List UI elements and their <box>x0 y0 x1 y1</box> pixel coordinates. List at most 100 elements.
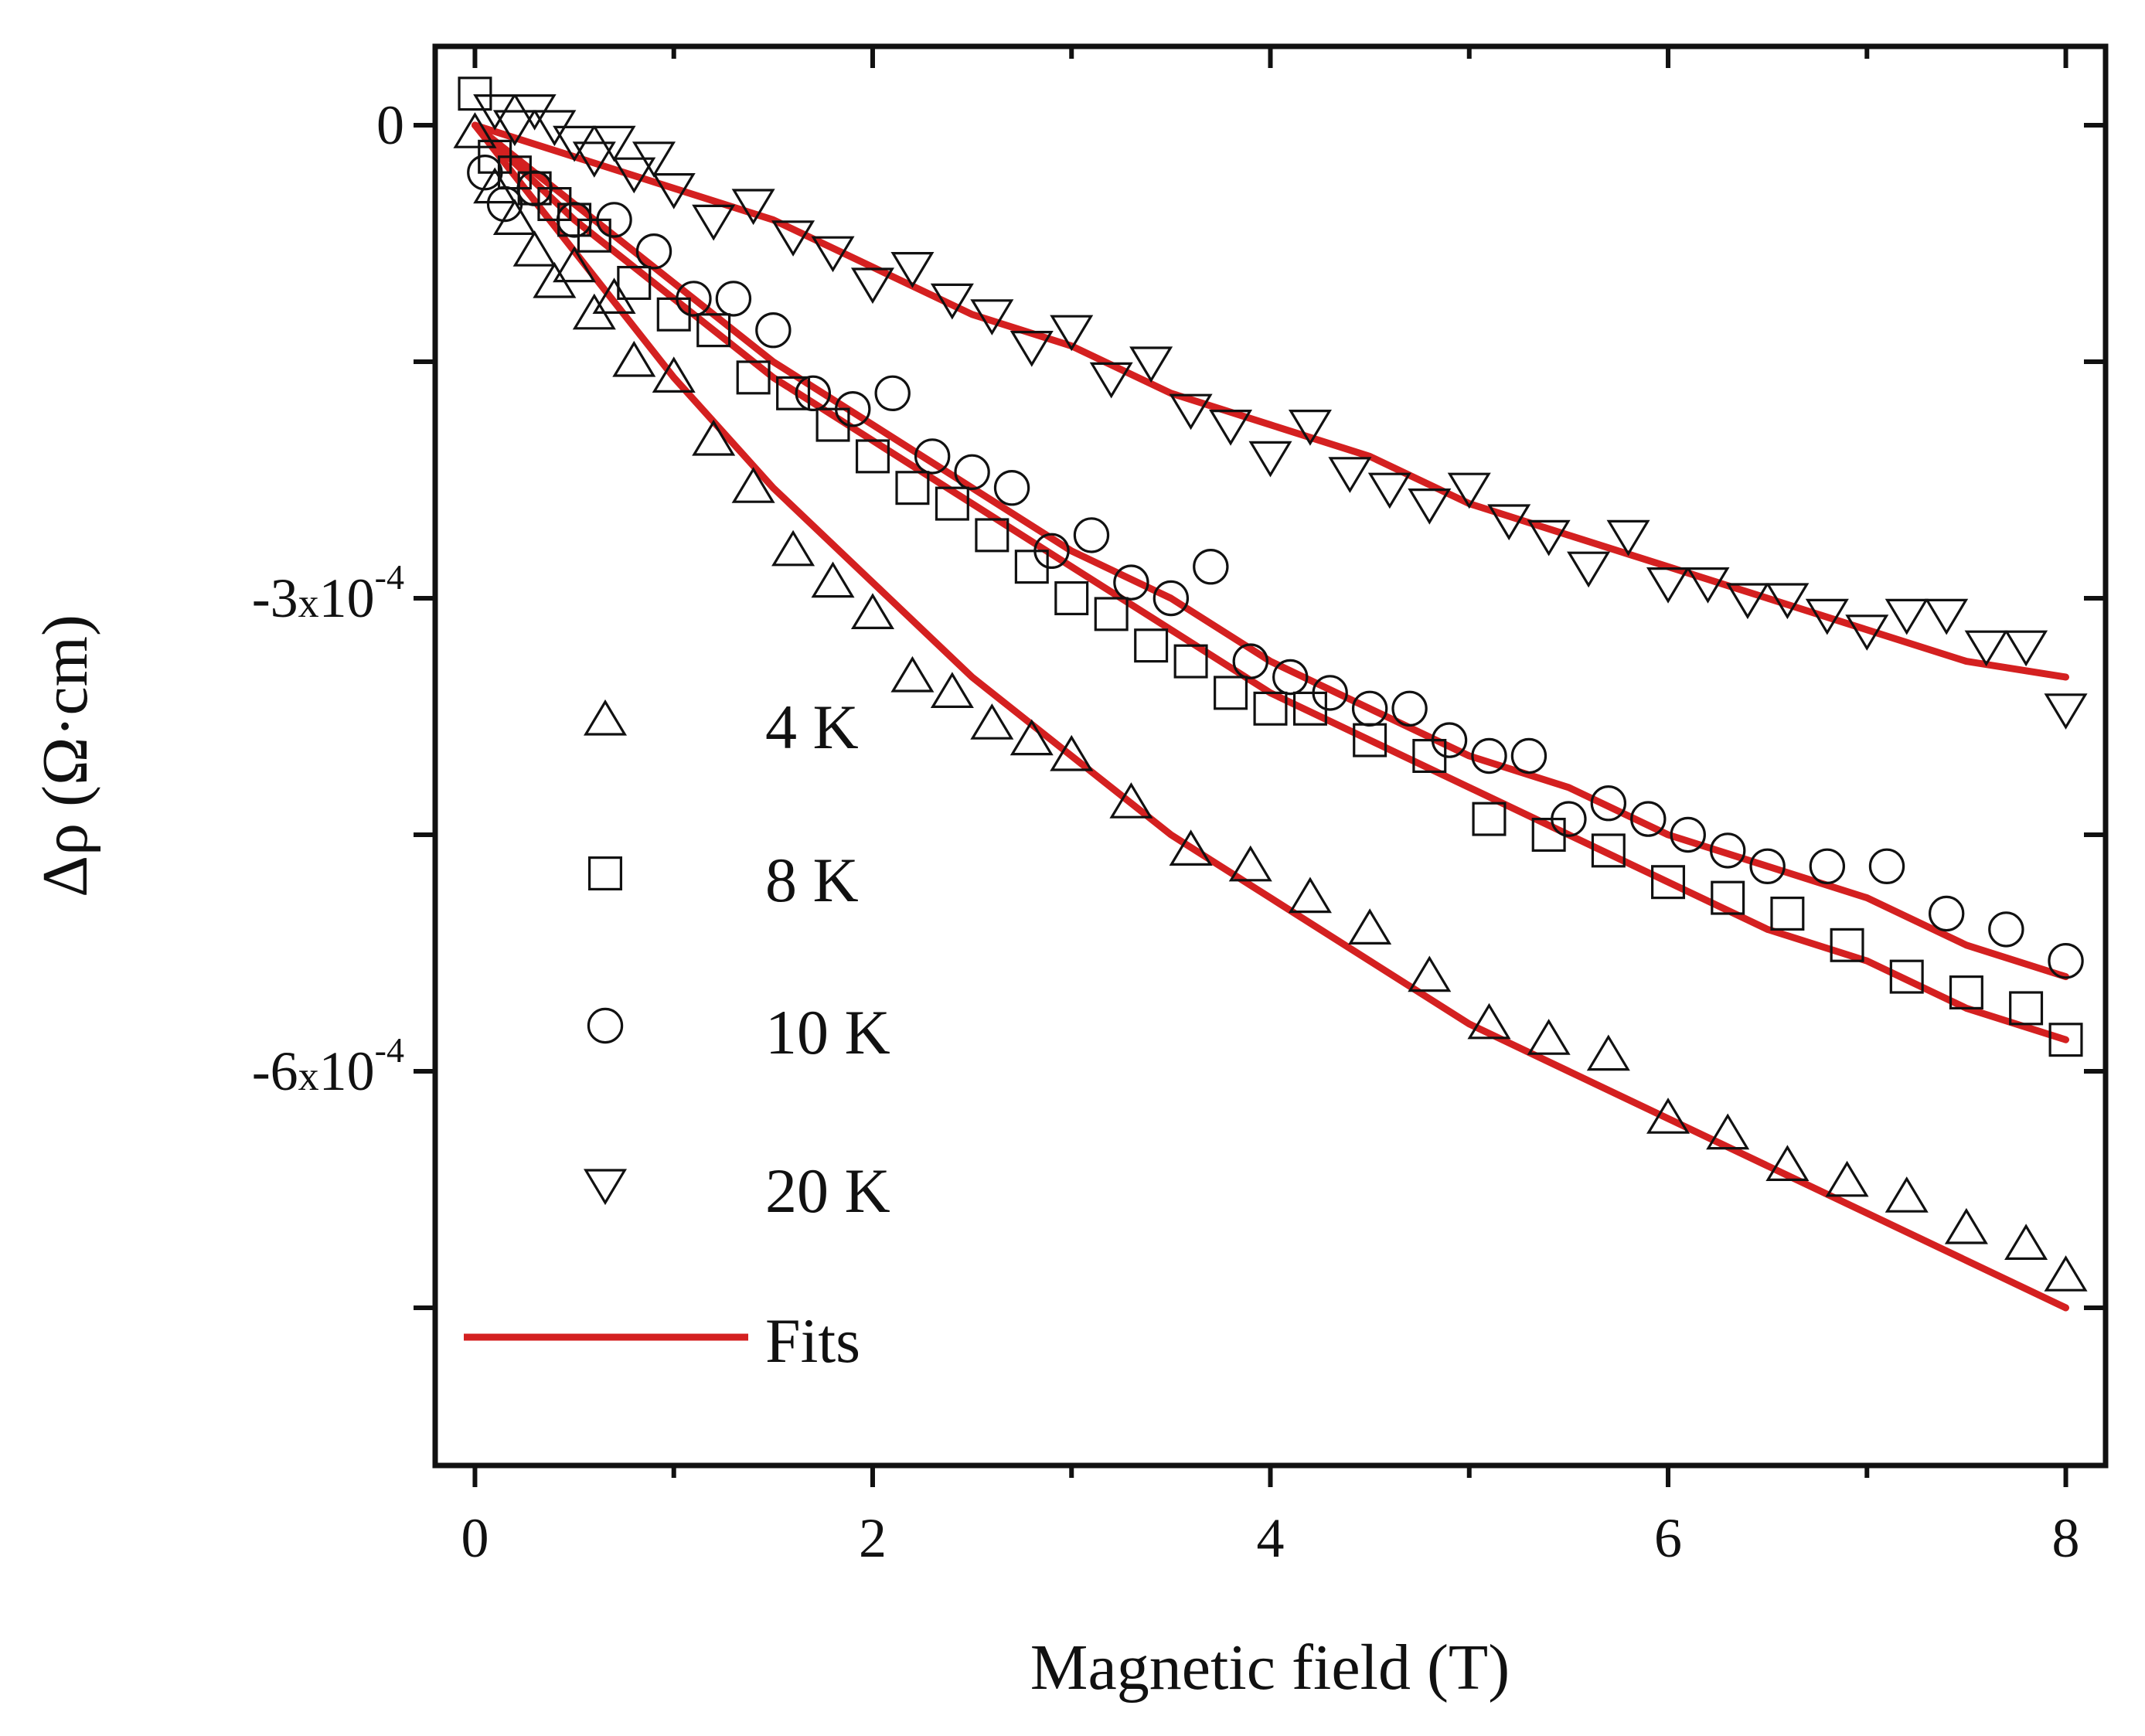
data-point-20-k <box>1686 567 1730 604</box>
data-point-10-k <box>1510 737 1547 774</box>
data-point-20-k <box>1089 362 1133 399</box>
legend-label-10-k: 10 K <box>765 997 890 1067</box>
data-point-10-k <box>2048 942 2084 979</box>
data-point-4-k <box>1169 829 1213 866</box>
x-tick-label: 4 <box>1257 1507 1285 1569</box>
y-axis-title: Δρ (Ω·cm) <box>29 614 101 897</box>
data-point-8-k <box>1134 628 1169 663</box>
data-point-10-k <box>1590 785 1627 822</box>
data-point-20-k <box>1567 551 1611 588</box>
data-point-8-k <box>1889 959 1924 994</box>
data-point-8-k <box>776 376 811 410</box>
data-point-10-k <box>1868 848 1905 885</box>
data-point-20-k <box>850 267 895 305</box>
data-point-10-k <box>596 202 632 238</box>
data-point-20-k <box>890 252 935 288</box>
y-tick-label: -3x10-4 <box>252 557 404 629</box>
x-axis-title: Magnetic field (T) <box>1030 1632 1510 1704</box>
data-point-8-k <box>1591 833 1626 868</box>
data-point-20-k <box>970 299 1014 335</box>
data-point-20-k <box>1328 457 1372 493</box>
data-point-8-k <box>1253 691 1288 726</box>
data-point-20-k <box>1447 472 1491 509</box>
data-point-20-k <box>930 283 974 320</box>
data-point-20-k <box>1050 315 1094 352</box>
data-point-4-k <box>1348 908 1392 945</box>
data-point-10-k <box>1551 801 1587 837</box>
data-point-20-k <box>731 189 775 226</box>
fit-line-10-k <box>472 121 2069 981</box>
data-point-4-k <box>473 167 517 204</box>
data-point-20-k <box>1010 331 1054 367</box>
data-point-8-k <box>975 518 1010 553</box>
data-point-10-k <box>486 186 523 223</box>
data-point-10-k <box>1988 911 2024 948</box>
data-point-4-k <box>1586 1034 1630 1071</box>
data-point-4-k <box>2004 1224 2048 1261</box>
data-point-10-k <box>954 454 990 491</box>
data-point-10-k <box>993 470 1030 506</box>
data-point-4-k <box>1467 1002 1511 1040</box>
x-tick-label: 0 <box>461 1507 489 1569</box>
y-tick-label: -6x10-4 <box>252 1030 404 1102</box>
data-point-20-k <box>1885 598 1929 635</box>
data-point-8-k <box>1094 597 1129 631</box>
data-point-20-k <box>492 110 536 147</box>
x-tick-label: 6 <box>1654 1507 1682 1569</box>
y-tick-label: 0 <box>376 94 404 156</box>
data-point-10-k <box>1809 848 1846 885</box>
data-point-20-k <box>652 173 696 209</box>
data-point-4-k <box>492 199 536 235</box>
legend-marker-10-k <box>587 1007 624 1044</box>
data-point-4-k <box>512 230 557 267</box>
data-point-4-k <box>930 672 974 709</box>
data-point-10-k <box>516 170 553 206</box>
data-point-4-k <box>2044 1255 2088 1292</box>
data-point-20-k <box>1408 488 1452 525</box>
data-point-10-k <box>556 202 593 238</box>
data-point-10-k <box>795 375 831 411</box>
fit-line-4-k <box>472 121 2069 1312</box>
data-point-20-k <box>1925 598 1969 635</box>
data-point-10-k <box>1232 643 1268 679</box>
data-point-10-k <box>635 233 672 270</box>
data-point-10-k <box>1670 816 1706 853</box>
axis-ticks <box>414 46 2106 1487</box>
data-point-8-k <box>2048 1023 2083 1057</box>
data-point-8-k <box>458 77 492 111</box>
data-point-4-k <box>1765 1145 1810 1182</box>
data-point-8-k <box>1173 644 1208 679</box>
data-point-20-k <box>1129 346 1173 383</box>
data-point-4-k <box>1944 1207 1988 1244</box>
data-point-10-k <box>1749 848 1786 885</box>
y-tick-labels: 0 -3x10-4 -6x10-4 <box>252 94 404 1102</box>
data-point-10-k <box>1391 690 1428 727</box>
data-point-20-k <box>771 220 815 257</box>
data-point-20-k <box>1367 472 1411 509</box>
data-point-4-k <box>1706 1113 1750 1150</box>
data-point-10-k <box>1351 690 1388 727</box>
data-point-20-k <box>612 157 656 194</box>
data-point-20-k <box>2004 630 2048 667</box>
legend-marker-20-k <box>583 1169 628 1206</box>
data-point-4-k <box>553 246 597 283</box>
legend-marker-8-k <box>587 856 622 890</box>
data-point-4-k <box>592 277 636 314</box>
data-point-20-k <box>592 125 636 162</box>
data-point-4-k <box>850 593 895 630</box>
data-point-4-k <box>1408 955 1452 992</box>
data-point-4-k <box>890 655 935 693</box>
x-tick-label: 2 <box>859 1507 887 1569</box>
data-point-4-k <box>970 703 1014 740</box>
data-point-4-k <box>1109 782 1153 819</box>
data-point-10-k <box>1630 801 1667 837</box>
data-point-20-k <box>1288 409 1332 446</box>
data-point-8-k <box>1054 580 1089 615</box>
data-point-8-k <box>736 360 771 395</box>
data-point-4-k <box>1527 1019 1571 1055</box>
data-point-8-k <box>1830 928 1864 962</box>
data-point-8-k <box>1770 896 1805 931</box>
data-point-10-k <box>1471 737 1507 774</box>
